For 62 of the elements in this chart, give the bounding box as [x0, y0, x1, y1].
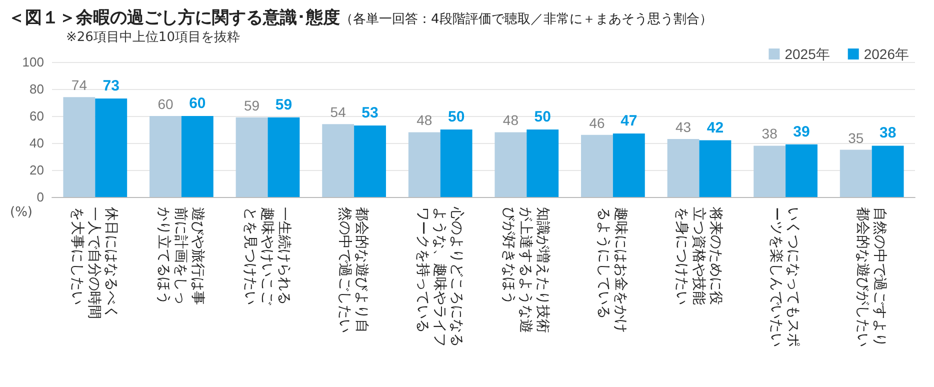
bar [840, 150, 872, 197]
data-label: 39 [793, 123, 810, 140]
x-tick-label: 都会的な遊びより自然の中で過ごしたい [338, 207, 371, 333]
data-label: 47 [620, 112, 638, 130]
bar [526, 130, 559, 197]
data-label: 42 [706, 119, 724, 136]
data-label: 60 [158, 96, 174, 112]
y-tick-label: 80 [30, 82, 44, 96]
text: ※26項目中上位10項目を抜粋 [66, 29, 240, 46]
x-tick-label: 遊びや旅行は事前に計画をしっかり立てるほう [156, 207, 206, 305]
bar [612, 134, 645, 197]
x-tick-label: 知識が増えたり技術が上達するような遊びが好きなほう [502, 207, 552, 333]
data-label: 46 [589, 114, 605, 131]
x-tick-label: いくつになってもスポーツを楽しんでいたい [769, 207, 802, 347]
data-label: 35 [848, 130, 864, 146]
x-tick-label: 一生続けられる趣味やけいこごとを見つけたい [242, 207, 293, 306]
data-label: 59 [244, 97, 260, 114]
data-label: 73 [102, 77, 120, 94]
bar [354, 125, 386, 197]
y-axis-title: (%) [10, 205, 32, 220]
x-tick-label: 心のよりどころになるような、趣味やライフワークを持っている [415, 206, 466, 347]
data-label: 38 [762, 126, 778, 142]
data-label: 50 [448, 108, 465, 126]
data-label: 74 [71, 77, 88, 94]
chart-title: ＜図１＞余暇の過ごし方に関する意識･態度 [8, 8, 340, 28]
bar [872, 146, 904, 197]
bar [581, 134, 613, 197]
data-label: 53 [362, 104, 378, 122]
data-label: 38 [879, 124, 896, 142]
data-label: 54 [330, 104, 346, 120]
bar [268, 117, 300, 197]
y-tick-label: 100 [22, 54, 44, 70]
x-tick-label: 休日にはなるべく一人で自分の時間を大事にしたい [70, 207, 120, 319]
data-label: 48 [502, 112, 519, 128]
bar [95, 98, 128, 197]
bar [63, 97, 96, 197]
bar [699, 140, 732, 197]
bar [408, 132, 440, 197]
bar [181, 116, 214, 197]
bar [786, 144, 818, 197]
y-tick-label: 0 [36, 190, 44, 204]
bar [754, 146, 786, 197]
bar [667, 138, 700, 197]
x-tick-label: 趣味にはお金をかけるようにしている [596, 207, 630, 333]
bar [440, 130, 472, 197]
y-tick-label: 20 [30, 162, 44, 178]
data-label: 59 [275, 96, 292, 114]
legend-label: 2026年 [864, 46, 910, 62]
bar [494, 132, 527, 197]
data-label: 60 [189, 95, 206, 112]
x-tick-label: 自然の中で過ごすより都会的な遊びがしたい [855, 207, 888, 347]
legend-label: 2025年 [784, 46, 830, 62]
bar [236, 117, 268, 197]
data-label: 50 [534, 108, 551, 126]
y-tick-label: 40 [30, 136, 44, 150]
data-label: 48 [416, 112, 432, 128]
y-tick-label: 60 [30, 108, 44, 124]
bar [322, 124, 354, 197]
x-tick-label: 将来のために役立つ資格や技能を身につけたい [674, 206, 724, 305]
data-label: 43 [675, 118, 692, 135]
bar [150, 116, 182, 197]
chart-subtitle: （各単一回答：4段階評価で聴取／非常に＋まあそう思う割合） [340, 12, 712, 27]
